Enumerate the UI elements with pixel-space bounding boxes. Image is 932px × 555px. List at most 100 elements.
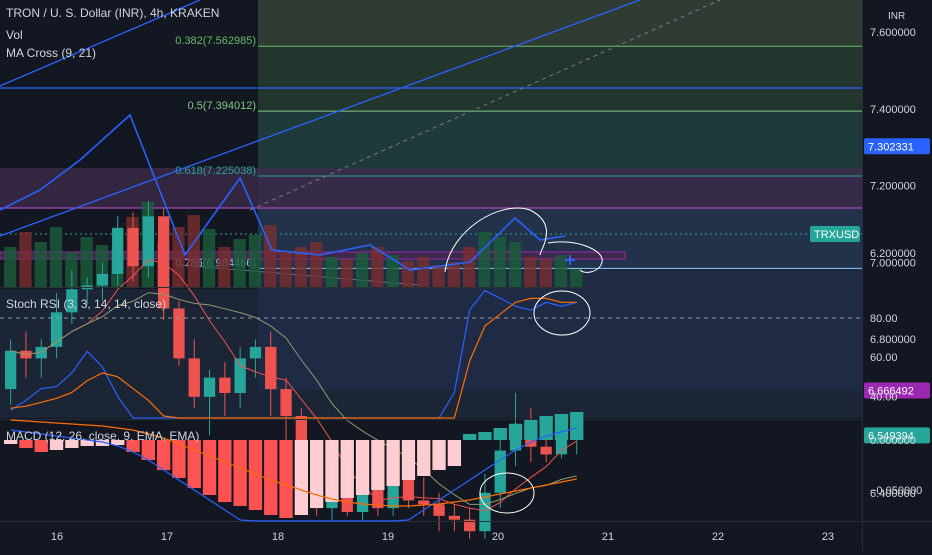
ticker-badge-bg [810, 226, 860, 242]
volume-bar [248, 235, 262, 287]
volume-bar [340, 259, 353, 287]
stoch-d-line [10, 297, 577, 419]
macd-histogram-bar [294, 440, 308, 515]
macd-histogram-bar [570, 412, 584, 440]
volume-bar [417, 257, 430, 287]
macd-histogram-bar [264, 440, 278, 515]
fib-zone-5 [258, 111, 862, 176]
time-axis-label: 16 [51, 531, 63, 543]
volume-legend: Vol [6, 28, 23, 42]
candle-body [219, 377, 231, 393]
macd-histogram-bar [463, 434, 477, 440]
volume-bar [172, 227, 185, 287]
trend-line [0, 0, 641, 237]
volume-bar [279, 251, 292, 287]
currency-label: INR [888, 11, 905, 22]
badge-purple-bg [864, 382, 930, 399]
macd-histogram-bar [218, 440, 232, 502]
macd-histogram-bar [4, 440, 18, 444]
fib-level-label: 0.5(7.394012) [188, 100, 257, 112]
volume-bar [386, 255, 399, 287]
macd-line [10, 427, 577, 522]
macd-histogram-bar [111, 440, 125, 445]
ma-9-line [10, 259, 578, 512]
stoch-tick-label: 40.00 [870, 391, 898, 403]
volume-bar [539, 259, 552, 287]
volume-bar [202, 229, 216, 287]
trend-line [0, 0, 201, 87]
volume-bar [80, 237, 93, 287]
candle-body [203, 377, 216, 397]
volume-bar [49, 227, 63, 287]
macd-histogram-bar [478, 432, 492, 440]
volume-bar [187, 215, 200, 287]
macd-histogram-bar [157, 440, 171, 470]
price-tick-label: 7.600000 [870, 27, 916, 39]
volume-bar [355, 253, 369, 287]
candle-body [234, 358, 246, 393]
time-axis-label: 20 [492, 531, 504, 543]
macd-histogram-bar [554, 414, 569, 440]
candle-body [479, 492, 491, 532]
volume-bar [463, 247, 476, 287]
ticker-badge: TRXUSD [814, 229, 859, 241]
candle-body [188, 358, 200, 397]
volume-bar [478, 232, 491, 287]
candle-body [50, 312, 63, 347]
candle-body [555, 435, 568, 455]
macd-histogram-bar [417, 440, 431, 476]
annotation-circle [479, 472, 535, 514]
candle-body [341, 496, 353, 512]
macd-histogram-bar [19, 440, 33, 448]
macd-histogram-bar [49, 440, 64, 450]
candle-body [142, 216, 154, 267]
volume-bar [233, 239, 246, 287]
ma-21-line [10, 292, 577, 505]
candle-body [35, 346, 47, 359]
volume-bar [554, 255, 568, 287]
candle-body [356, 485, 369, 512]
fib-zone-top [258, 0, 862, 47]
macd-histogram-bar [371, 440, 385, 490]
annotation-circle [533, 290, 591, 336]
price-tick-label: 6.400000 [870, 488, 916, 500]
candle-body [66, 289, 78, 313]
volume-bar [310, 242, 323, 287]
macd-legend: MACD (12, 26, close, 9, EMA, EMA) [6, 429, 200, 443]
candle-body [158, 216, 170, 309]
macd-histogram-bar [432, 440, 446, 470]
macd-histogram-bar [141, 440, 155, 460]
stoch-tick-label: 60.00 [870, 352, 898, 364]
volume-bar [34, 242, 47, 287]
macd-histogram-bar [248, 440, 263, 510]
macd-signal-line [10, 419, 577, 507]
macd-histogram-bar [95, 440, 110, 446]
macd-histogram-bar [340, 440, 354, 498]
candle-body [540, 446, 552, 455]
macd-histogram-bar [325, 440, 339, 502]
candle-body [5, 350, 17, 390]
time-axis-label: 19 [382, 531, 394, 543]
candle-body [249, 346, 262, 359]
candle-body [494, 450, 506, 493]
time-axis-label: 22 [712, 531, 724, 543]
macd-histogram-bar [310, 440, 324, 508]
badge-last-price-bg [864, 427, 930, 444]
volume-bar [432, 265, 445, 287]
volume-bar [264, 225, 277, 287]
volume-bar [325, 257, 338, 287]
time-axis-label: 21 [602, 531, 614, 543]
zigzag-drawing [0, 113, 566, 271]
fib-level-label: 0.382(7.562985) [175, 35, 256, 47]
candle-body [96, 273, 109, 286]
fib-zone-382 [258, 46, 862, 112]
macd-tick-label: −0.050000 [870, 485, 922, 497]
volume-bar [65, 252, 78, 287]
candle-body [265, 346, 277, 390]
macd-histogram-bar [539, 416, 553, 440]
candle-body [448, 515, 460, 520]
candle-body [280, 389, 292, 416]
price-tick-label: 6.200000 [870, 248, 916, 260]
